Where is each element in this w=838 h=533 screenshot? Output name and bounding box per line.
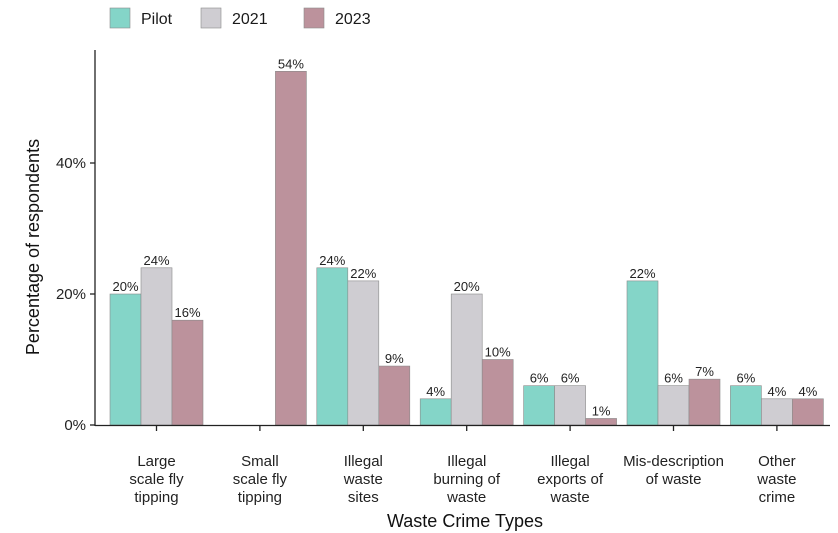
data-label: 54% — [278, 56, 304, 71]
bar-2021-6 — [761, 398, 793, 426]
bar-pilot-6 — [730, 385, 762, 426]
data-label: 6% — [737, 371, 756, 386]
x-tick-label: Large scale fly tipping — [129, 453, 184, 506]
bar-2023-5 — [688, 378, 721, 426]
y-tick-label: 40% — [56, 155, 86, 172]
data-label: 7% — [695, 364, 714, 379]
legend-label-2021: 2021 — [232, 11, 268, 28]
bar-2021-3 — [450, 293, 483, 426]
bar-2023-0 — [171, 319, 204, 426]
data-label: 24% — [319, 253, 345, 268]
data-label: 4% — [426, 384, 445, 399]
bar-pilot-4 — [523, 385, 555, 426]
data-label: 20% — [454, 279, 480, 294]
bar-2023-1 — [275, 71, 307, 426]
bar-2023-3 — [481, 359, 514, 426]
data-label: 4% — [799, 384, 818, 399]
legend-label-pilot: Pilot — [141, 11, 173, 28]
data-label: 22% — [629, 266, 655, 281]
bar-pilot-3 — [419, 398, 452, 426]
data-label: 20% — [112, 279, 138, 294]
x-tick-label: Illegal burning of waste — [433, 453, 501, 506]
bar-2021-4 — [554, 385, 586, 426]
data-label: 24% — [143, 253, 169, 268]
x-tick-label: Other waste crime — [756, 453, 796, 506]
bar-2023-2 — [378, 365, 411, 426]
data-label: 1% — [592, 403, 611, 418]
y-tick-label: 0% — [64, 417, 86, 434]
data-label: 22% — [350, 266, 376, 281]
bar-2021-0 — [140, 267, 173, 426]
x-axis-title: Waste Crime Types — [387, 511, 543, 531]
y-axis-title: Percentage of respondents — [23, 139, 43, 355]
x-axis-ticks: Large scale fly tipping Small scale fly tippi… — [129, 425, 796, 506]
bars — [109, 71, 824, 426]
y-tick-label: 20% — [56, 286, 86, 303]
legend-swatch-2023 — [303, 7, 325, 29]
bar-pilot-0 — [109, 293, 142, 426]
data-label: 4% — [768, 384, 787, 399]
data-label: 6% — [561, 371, 580, 386]
x-tick-label: Illegal exports of waste — [537, 453, 604, 506]
data-label: 6% — [664, 371, 683, 386]
bar-data-labels: 20% 24% 16% 54% 24% 22% 9% 4% 20% 10% 6% 6% 1% 22% 6% 7… — [112, 56, 817, 418]
legend-swatch-2021 — [200, 7, 222, 29]
x-tick-label: Illegal waste sites — [343, 453, 383, 506]
legend-label-2023: 2023 — [335, 11, 371, 28]
data-label: 16% — [174, 305, 200, 320]
data-label: 10% — [485, 345, 511, 360]
data-label: 6% — [530, 371, 549, 386]
data-label: 9% — [385, 351, 404, 366]
bar-pilot-5 — [626, 280, 659, 426]
bar-2023-4 — [585, 418, 617, 426]
y-axis-ticks: 0% 20% 40% — [56, 155, 95, 434]
bar-2021-5 — [657, 385, 690, 426]
bar-pilot-2 — [316, 267, 349, 426]
x-tick-label: Mis-description of waste — [623, 453, 724, 488]
legend-swatch-pilot — [109, 7, 131, 29]
legend: Pilot 2021 2023 — [109, 7, 371, 29]
bar-2021-2 — [347, 280, 380, 426]
bar-2023-6 — [792, 398, 824, 426]
x-tick-label: Small scale fly tipping — [233, 453, 288, 506]
